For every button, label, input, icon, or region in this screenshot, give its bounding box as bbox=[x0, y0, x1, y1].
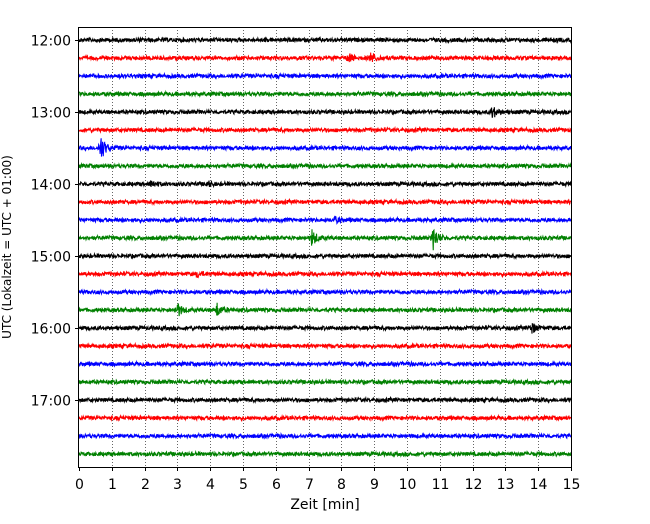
trace-15-00 bbox=[78, 251, 572, 261]
x-tick-label-2: 2 bbox=[141, 477, 150, 493]
y-axis-ticks: 12:00 13:00 14:00 15:00 16:00 17:00 bbox=[31, 34, 79, 410]
x-tick-label-3: 3 bbox=[173, 477, 182, 493]
x-tick-label-4: 4 bbox=[206, 477, 215, 493]
x-tick-label-7: 7 bbox=[305, 477, 314, 493]
trace-12-15 bbox=[78, 52, 572, 63]
trace-16-45 bbox=[78, 377, 572, 386]
x-axis-ticks: 0 1 2 3 4 5 6 7 8 9 10 11 12 13 14 15 bbox=[75, 467, 580, 493]
trace-13-45 bbox=[78, 161, 572, 170]
trace-16-30 bbox=[78, 359, 572, 368]
y-tick-label-16-00: 16:00 bbox=[31, 322, 71, 338]
trace-16-00 bbox=[78, 322, 572, 334]
trace-13-15 bbox=[78, 125, 572, 135]
trace-14-00 bbox=[78, 179, 572, 189]
trace-17-30 bbox=[78, 431, 572, 440]
x-tick-label-0: 0 bbox=[75, 477, 84, 493]
y-tick-label-14-00: 14:00 bbox=[31, 178, 71, 194]
y-tick-label-17-00: 17:00 bbox=[31, 394, 71, 410]
x-tick-label-6: 6 bbox=[272, 477, 281, 493]
seismic-traces bbox=[78, 35, 572, 459]
y-tick-label-13-00: 13:00 bbox=[31, 106, 71, 122]
x-tick-label-8: 8 bbox=[337, 477, 346, 493]
y-axis-label: UTC (Lokalzeit = UTC + 01:00) bbox=[0, 155, 14, 339]
x-tick-label-14: 14 bbox=[530, 477, 548, 493]
trace-17-15 bbox=[78, 413, 572, 423]
x-tick-label-12: 12 bbox=[465, 477, 483, 493]
trace-15-15 bbox=[78, 269, 572, 279]
plot-frame bbox=[78, 27, 572, 468]
grid-lines bbox=[112, 27, 539, 467]
x-axis-label: Zeit [min] bbox=[290, 497, 359, 513]
trace-16-15 bbox=[78, 341, 572, 351]
trace-14-15 bbox=[78, 197, 572, 207]
trace-12-45 bbox=[78, 89, 572, 98]
trace-13-00 bbox=[78, 107, 572, 118]
x-tick-label-11: 11 bbox=[432, 477, 450, 493]
y-tick-label-15-00: 15:00 bbox=[31, 250, 71, 266]
trace-12-00 bbox=[78, 35, 572, 45]
x-tick-label-10: 10 bbox=[399, 477, 417, 493]
trace-17-00 bbox=[78, 395, 572, 405]
trace-13-30 bbox=[78, 138, 572, 157]
trace-17-45 bbox=[78, 449, 572, 459]
trace-15-45 bbox=[78, 302, 572, 317]
x-tick-label-1: 1 bbox=[108, 477, 117, 493]
trace-12-30 bbox=[78, 71, 572, 81]
trace-15-30 bbox=[78, 287, 572, 297]
trace-14-45 bbox=[78, 228, 572, 251]
x-tick-label-15: 15 bbox=[563, 477, 581, 493]
x-tick-label-13: 13 bbox=[497, 477, 515, 493]
x-tick-label-9: 9 bbox=[370, 477, 379, 493]
trace-14-30 bbox=[78, 215, 572, 225]
x-tick-label-5: 5 bbox=[239, 477, 248, 493]
y-tick-label-12-00: 12:00 bbox=[31, 34, 71, 50]
